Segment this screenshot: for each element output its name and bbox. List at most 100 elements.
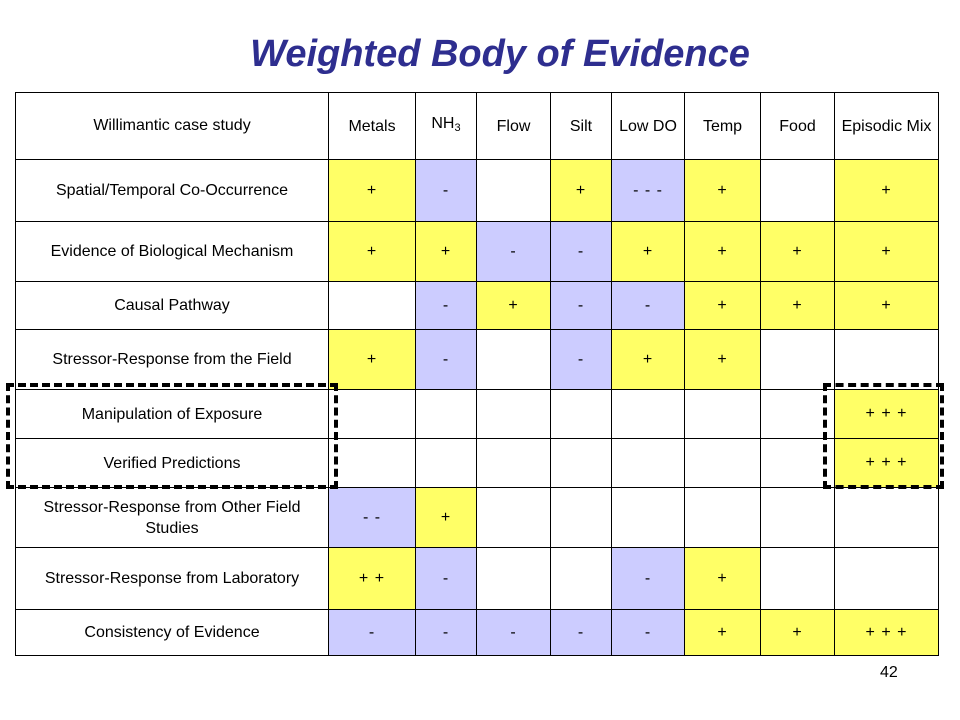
evidence-cell <box>760 547 835 610</box>
evidence-cell <box>550 389 612 439</box>
column-header: Low DO <box>611 92 685 160</box>
evidence-cell: + <box>328 221 416 282</box>
evidence-cell: + <box>415 221 477 282</box>
column-header-label: Low DO <box>619 117 677 135</box>
evidence-cell: + <box>834 221 939 282</box>
evidence-cell <box>415 389 477 439</box>
evidence-cell <box>834 329 939 390</box>
row-label: Verified Predictions <box>15 438 329 488</box>
evidence-cell: - <box>415 609 477 656</box>
evidence-cell <box>550 487 612 548</box>
evidence-cell <box>834 547 939 610</box>
evidence-cell <box>760 487 835 548</box>
evidence-cell: - <box>550 609 612 656</box>
evidence-cell: + <box>611 221 685 282</box>
column-header: Flow <box>476 92 551 160</box>
evidence-cell: + + + <box>834 438 939 488</box>
column-header-label: Metals <box>348 117 396 135</box>
evidence-cell <box>760 329 835 390</box>
table-row: Stressor-Response from Laboratory + + - - + <box>15 547 939 610</box>
evidence-cell: + <box>611 329 685 390</box>
evidence-cell: + <box>760 281 835 330</box>
table-header-row: Willimantic case study Metals NH3 Flow Silt… <box>15 92 939 160</box>
row-label: Spatial/Temporal Co-Occurrence <box>15 159 329 222</box>
evidence-cell <box>328 438 416 488</box>
row-label: Stressor-Response from Laboratory <box>15 547 329 610</box>
evidence-cell: + <box>760 221 835 282</box>
evidence-cell: - <box>415 281 477 330</box>
evidence-cell: + <box>328 329 416 390</box>
table-row: Manipulation of Exposure + + + <box>15 389 939 439</box>
evidence-cell: + <box>684 547 761 610</box>
row-label: Manipulation of Exposure <box>15 389 329 439</box>
evidence-cell: - <box>550 329 612 390</box>
table-row: Causal Pathway - + - - + + + <box>15 281 939 330</box>
evidence-cell <box>760 438 835 488</box>
column-header-label: Flow <box>496 117 531 135</box>
evidence-cell: + + + <box>834 389 939 439</box>
row-label: Stressor-Response from the Field <box>15 329 329 390</box>
evidence-cell <box>611 487 685 548</box>
evidence-cell: + + + <box>834 609 939 656</box>
evidence-cell: + <box>550 159 612 222</box>
evidence-cell: - <box>476 609 551 656</box>
column-header-subscript: 3 <box>454 122 461 134</box>
evidence-cell <box>476 159 551 222</box>
column-header: NH3 <box>415 92 477 160</box>
column-header: Episodic Mix <box>834 92 939 160</box>
evidence-cell <box>476 389 551 439</box>
evidence-cell: + <box>760 609 835 656</box>
column-header-label: Silt <box>569 117 593 135</box>
table-row: Stressor-Response from Other Field Studi… <box>15 487 939 548</box>
column-header: Temp <box>684 92 761 160</box>
row-label: Causal Pathway <box>15 281 329 330</box>
evidence-cell <box>550 438 612 488</box>
evidence-cell <box>476 329 551 390</box>
evidence-cell: - - - <box>611 159 685 222</box>
column-header-label: Episodic Mix <box>841 117 932 135</box>
evidence-cell <box>611 438 685 488</box>
case-study-label: Willimantic case study <box>15 92 329 160</box>
evidence-cell: + <box>476 281 551 330</box>
column-header: Food <box>760 92 835 160</box>
column-header: Metals <box>328 92 416 160</box>
row-label: Consistency of Evidence <box>15 609 329 656</box>
evidence-cell <box>476 547 551 610</box>
evidence-cell: - <box>611 609 685 656</box>
evidence-cell: + <box>684 609 761 656</box>
evidence-cell <box>760 159 835 222</box>
row-label: Stressor-Response from Other Field Studi… <box>15 487 329 548</box>
evidence-cell: - <box>611 281 685 330</box>
evidence-cell: + <box>684 281 761 330</box>
evidence-cell: + <box>834 281 939 330</box>
page-number: 42 <box>880 664 898 681</box>
column-header-label: NH <box>431 115 455 132</box>
evidence-cell: - <box>328 609 416 656</box>
evidence-cell: + <box>684 221 761 282</box>
table-row: Stressor-Response from the Field + - - + + <box>15 329 939 390</box>
slide-title: Weighted Body of Evidence <box>250 33 750 75</box>
evidence-cell <box>684 487 761 548</box>
evidence-cell: - <box>550 281 612 330</box>
evidence-cell <box>550 547 612 610</box>
evidence-cell: + + <box>328 547 416 610</box>
evidence-cell: - - <box>328 487 416 548</box>
evidence-cell: + <box>684 329 761 390</box>
evidence-cell <box>476 487 551 548</box>
evidence-cell: + <box>328 159 416 222</box>
evidence-cell: - <box>550 221 612 282</box>
dashed-highlight-right <box>823 383 944 489</box>
evidence-cell <box>684 389 761 439</box>
evidence-cell: + <box>834 159 939 222</box>
evidence-cell: - <box>415 547 477 610</box>
column-header-label: Temp <box>702 117 743 135</box>
table-row: Spatial/Temporal Co-Occurrence + - + - - - + + <box>15 159 939 222</box>
evidence-cell <box>476 438 551 488</box>
evidence-cell: + <box>684 159 761 222</box>
table-row: Verified Predictions + + + <box>15 438 939 488</box>
row-label: Evidence of Biological Mechanism <box>15 221 329 282</box>
evidence-cell: + <box>415 487 477 548</box>
table-row: Evidence of Biological Mechanism + + - - + + + + <box>15 221 939 282</box>
evidence-cell: - <box>611 547 685 610</box>
column-header: Silt <box>550 92 612 160</box>
